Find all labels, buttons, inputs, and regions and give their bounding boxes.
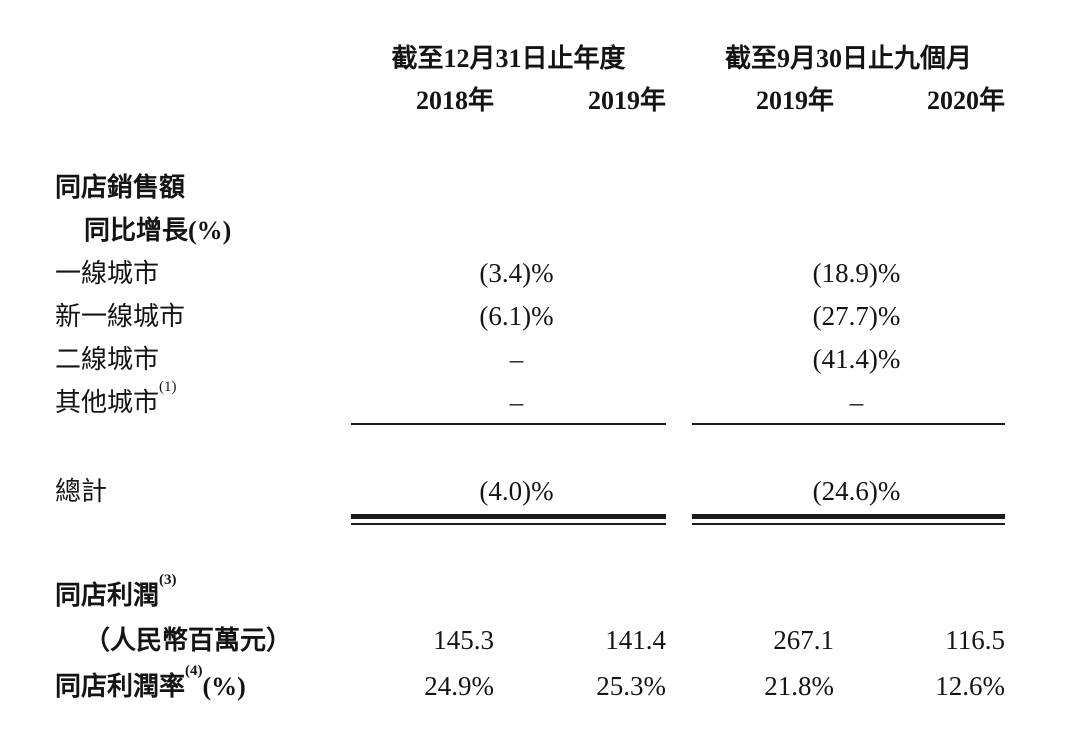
value-2019b: 267.1 [773, 625, 834, 655]
value-group1: (4.0)% [479, 476, 554, 506]
value-group1: – [509, 387, 524, 417]
total-double-rule-group1 [351, 514, 666, 525]
row-label: （人民幣百萬元） [84, 626, 293, 655]
value-2018: 24.9% [424, 671, 494, 701]
total-double-rule-group2 [692, 514, 1005, 525]
row-yoy-growth-heading: 同比增長(%) [0, 209, 1090, 252]
value-group2: (41.4)% [812, 344, 901, 374]
value-group1: (3.4)% [479, 258, 554, 288]
row-new-tier1-cities: 新一線城市 (6.1)% (27.7)% [0, 295, 1090, 338]
value-group2: (18.9)% [812, 258, 901, 288]
row-tier1-cities: 一線城市 (3.4)% (18.9)% [0, 252, 1090, 295]
row-profit-margin: 同店利潤率(4)(%) 24.9% 25.3% 21.8% 12.6% [0, 663, 1090, 708]
row-label: 二線城市 [55, 345, 160, 374]
year-header-2020: 2020年 [926, 86, 1005, 115]
row-label: 新一線城市 [55, 302, 186, 331]
row-label-suffix: (%) [202, 672, 246, 701]
row-label-text: 同店利潤率 [55, 672, 186, 701]
value-group1: – [509, 344, 524, 374]
col-group-1-title: 截至12月31日止年度 [391, 44, 626, 73]
value-2020: 116.5 [945, 625, 1005, 655]
row-total: 總計 (4.0)% (24.6)% [0, 470, 1090, 513]
row-label: 同比增長(%) [84, 216, 232, 245]
footnote-1-marker: (1) [159, 379, 177, 396]
subtotal-rule-group2 [692, 423, 1005, 425]
row-label: 同店利潤(3) [0, 572, 351, 617]
year-header-2019b: 2019年 [755, 86, 834, 115]
year-header-2019a: 2019年 [587, 86, 666, 115]
value-group2: (24.6)% [812, 476, 901, 506]
value-2019a: 25.3% [596, 671, 666, 701]
value-2018: 145.3 [433, 625, 494, 655]
year-header-2018: 2018年 [415, 86, 494, 115]
subtotal-rule-group1 [351, 423, 666, 425]
row-tier2-cities: 二線城市 – (41.4)% [0, 338, 1090, 381]
value-2019a: 141.4 [605, 625, 666, 655]
row-label: 一線城市 [55, 259, 160, 288]
row-label: 總計 [55, 477, 108, 506]
row-label-text: 同店利潤 [55, 581, 160, 610]
column-group-header-row: 截至12月31日止年度 截至9月30日止九個月 [0, 42, 1090, 76]
value-group2: – [849, 387, 864, 417]
row-other-cities: 其他城市(1) – – [0, 379, 1090, 424]
footnote-3-marker: (3) [159, 572, 177, 589]
value-group1: (6.1)% [479, 301, 554, 331]
row-same-store-profit-heading: 同店利潤(3) [0, 572, 1090, 617]
col-group-2-title: 截至9月30日止九個月 [724, 44, 972, 73]
value-2019b: 21.8% [764, 671, 834, 701]
row-profit-rmb-millions: （人民幣百萬元） 145.3 141.4 267.1 116.5 [0, 619, 1090, 662]
row-label: 同店銷售額 [55, 173, 186, 202]
value-group2: (27.7)% [812, 301, 901, 331]
footnote-4-marker: (4) [185, 663, 203, 680]
row-label-text: 其他城市 [55, 388, 160, 417]
row-same-store-sales-heading: 同店銷售額 [0, 166, 1090, 209]
row-label: 其他城市(1) [0, 379, 351, 424]
year-header-row: 2018年 2019年 2019年 2020年 [0, 84, 1090, 118]
row-label: 同店利潤率(4)(%) [0, 663, 351, 708]
value-2020: 12.6% [935, 671, 1005, 701]
